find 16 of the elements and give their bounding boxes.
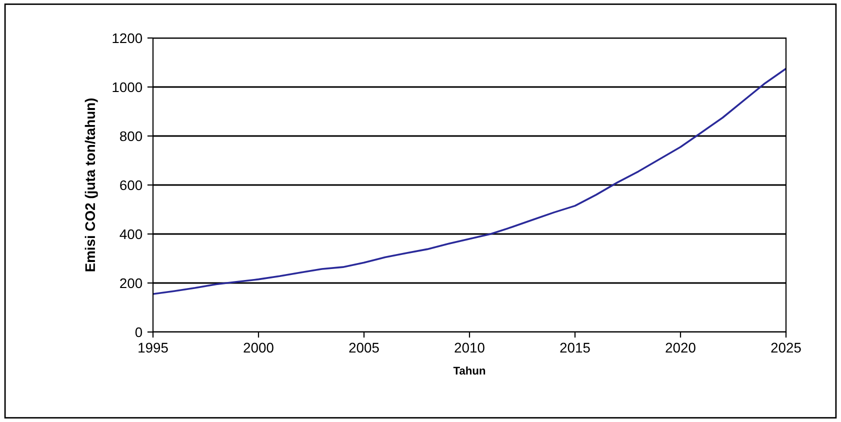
y-tick-label: 400 (120, 229, 142, 240)
y-tick-label: 800 (120, 131, 142, 142)
x-tick-label: 2020 (666, 342, 696, 353)
y-tick-label: 0 (135, 327, 142, 338)
x-tick-label: 2000 (244, 342, 274, 353)
x-tick-label: 2015 (560, 342, 590, 353)
y-tick-label: 1000 (112, 82, 142, 92)
y-axis-title: Emisi CO2 (juta ton/tahun) (84, 98, 98, 272)
x-tick-label: 1995 (138, 342, 168, 353)
x-axis-title: Tahun (453, 366, 486, 375)
y-tick-label: 600 (120, 180, 142, 190)
x-tick-label: 2010 (454, 342, 484, 353)
x-tick-label: 2005 (349, 342, 379, 353)
y-tick-label: 200 (120, 278, 142, 288)
y-tick-label: 1200 (112, 33, 142, 44)
x-tick-label: 2025 (771, 342, 801, 353)
